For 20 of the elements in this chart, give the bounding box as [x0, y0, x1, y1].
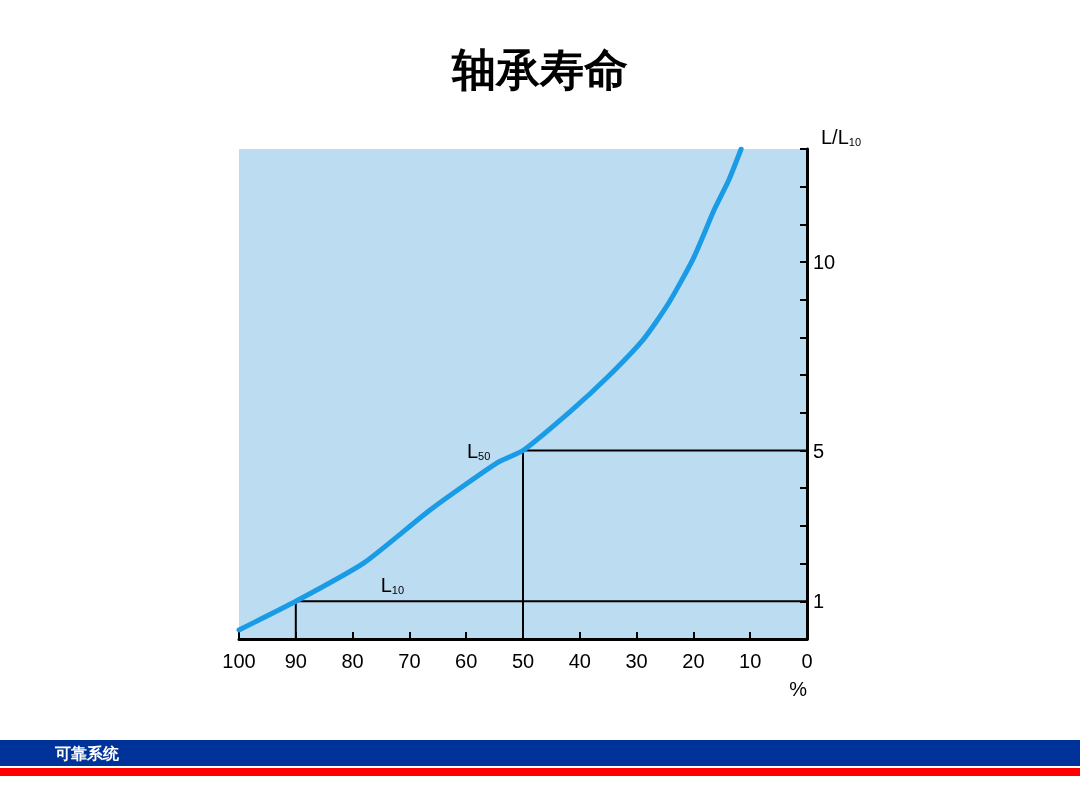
x-tick-label: 100: [222, 650, 256, 672]
annotation: L50: [467, 439, 491, 462]
y-tick-label: 1: [813, 590, 825, 613]
annotation: L10: [380, 573, 405, 596]
x-tick-label: 90: [284, 650, 307, 672]
y-axis-title: L/L10: [821, 125, 862, 148]
x-tick-label: 40: [568, 650, 591, 672]
x-tick-label: 0: [801, 650, 813, 672]
x-tick-label: 60: [455, 650, 478, 672]
text: 可靠系统: [54, 743, 120, 763]
chart-title: 轴承寿命: [451, 43, 628, 95]
x-tick-label: 10: [739, 650, 762, 672]
x-tick-label: 70: [398, 650, 421, 672]
x-tick-label: 50: [511, 650, 535, 672]
x-axis-title: %: [789, 678, 808, 700]
y-tick-label: 10: [813, 251, 836, 274]
x-tick-label: 20: [682, 650, 705, 672]
y-tick-label: 5: [813, 439, 825, 462]
x-tick-label: 30: [625, 650, 648, 672]
x-tick-label: 80: [341, 650, 364, 672]
